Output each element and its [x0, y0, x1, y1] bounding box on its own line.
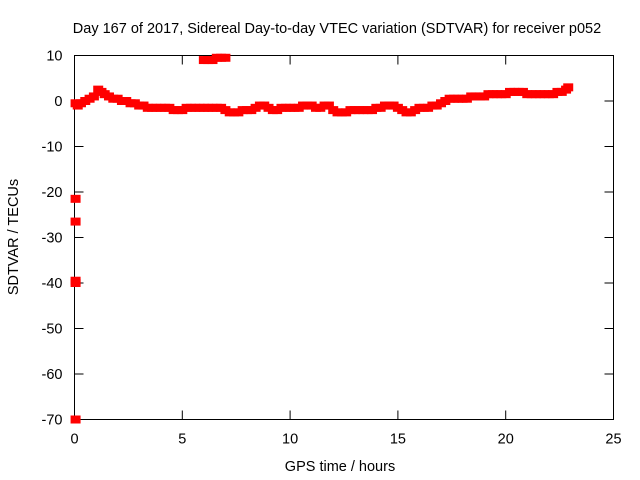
y-tick-label: -10	[42, 140, 63, 156]
x-axis: 0 5 10 15 20 25	[70, 55, 622, 448]
x-tick-label: 5	[178, 432, 186, 448]
y-tick-label: -50	[42, 322, 63, 338]
data-point	[88, 92, 99, 101]
y-tick-label: 10	[46, 49, 62, 65]
x-tick-label: 15	[390, 432, 406, 448]
data-point	[70, 415, 81, 424]
x-axis-label: GPS time / hours	[285, 459, 395, 475]
y-axis: 10 0 -10 -20 -30 -40 -50 -60 -70	[42, 49, 614, 429]
data-point	[323, 101, 334, 110]
data-point	[220, 53, 231, 62]
y-tick-label: -30	[42, 231, 63, 247]
y-tick-label: -60	[42, 367, 63, 383]
x-tick-label: 0	[70, 432, 78, 448]
x-tick-label: 20	[498, 432, 514, 448]
data-point	[70, 217, 81, 226]
data-points	[70, 53, 574, 424]
y-tick-label: -20	[42, 185, 63, 201]
x-tick-label: 25	[605, 432, 621, 448]
data-point	[70, 194, 81, 203]
data-point	[70, 279, 81, 287]
chart-title: Day 167 of 2017, Sidereal Day-to-day VTE…	[73, 21, 601, 37]
y-tick-label: -40	[42, 276, 63, 292]
data-point	[563, 83, 574, 92]
x-tick-label: 10	[282, 432, 298, 448]
y-tick-label: 0	[54, 94, 62, 110]
y-axis-label: SDTVAR / TECUs	[6, 179, 22, 295]
y-tick-label: -70	[42, 413, 63, 429]
